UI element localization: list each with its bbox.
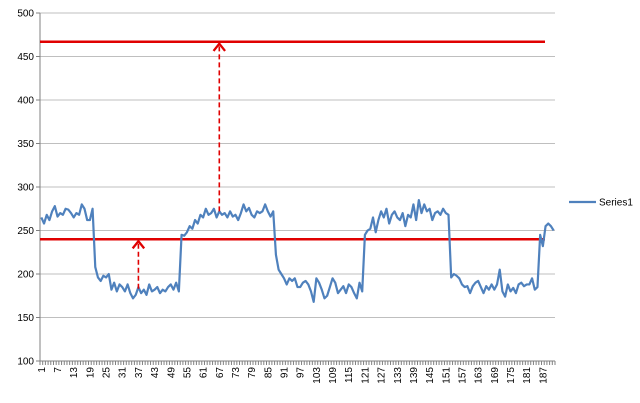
series-line: [40, 198, 555, 303]
x-tick-label: 115: [344, 367, 355, 383]
legend-label: Series1: [599, 198, 633, 209]
x-tick-label: 169: [490, 367, 501, 384]
x-tick-label: 49: [166, 367, 177, 379]
y-tick-label: 350: [17, 139, 34, 150]
x-tick-label: 1: [37, 367, 48, 373]
x-tick-label: 103: [312, 367, 323, 384]
x-tick-label: 145: [425, 367, 436, 384]
x-tick-label: 7: [53, 367, 64, 373]
x-tick-label: 19: [85, 367, 96, 379]
x-tick-label: 187: [538, 367, 549, 384]
x-tick-label: 67: [215, 367, 226, 379]
x-tick-label: 31: [118, 367, 129, 379]
x-tick-label: 25: [102, 367, 113, 379]
x-tick-label: 61: [199, 367, 210, 379]
x-tick-label: 181: [522, 367, 533, 384]
x-tick-label: 127: [377, 367, 388, 384]
x-tick-label: 79: [247, 367, 258, 379]
y-tick-label: 100: [17, 357, 34, 368]
x-tick-label: 151: [441, 367, 452, 384]
y-tick-label: 200: [17, 270, 34, 281]
y-tick-label: 450: [17, 52, 34, 63]
x-tick-label: 157: [457, 367, 468, 384]
x-tick-label: 109: [328, 367, 339, 384]
x-tick-label: 97: [296, 367, 307, 379]
x-tick-label: 13: [69, 367, 80, 379]
y-tick-label: 150: [17, 313, 34, 324]
x-tick-label: 73: [231, 367, 242, 379]
x-tick-label: 133: [393, 367, 404, 384]
y-tick-label: 400: [17, 96, 34, 107]
x-tick-label: 121: [360, 367, 371, 384]
x-tick-label: 175: [506, 367, 517, 384]
x-tick-label: 139: [409, 367, 420, 384]
x-tick-label: 43: [150, 367, 161, 379]
x-tick-label: 55: [182, 367, 193, 379]
x-tick-label: 91: [280, 367, 291, 379]
x-tick-label: 85: [263, 367, 274, 379]
x-tick-label: 163: [474, 367, 485, 384]
x-tick-label: 37: [134, 367, 145, 379]
y-tick-label: 500: [17, 9, 34, 20]
y-tick-label: 250: [17, 226, 34, 237]
y-tick-label: 300: [17, 183, 34, 194]
